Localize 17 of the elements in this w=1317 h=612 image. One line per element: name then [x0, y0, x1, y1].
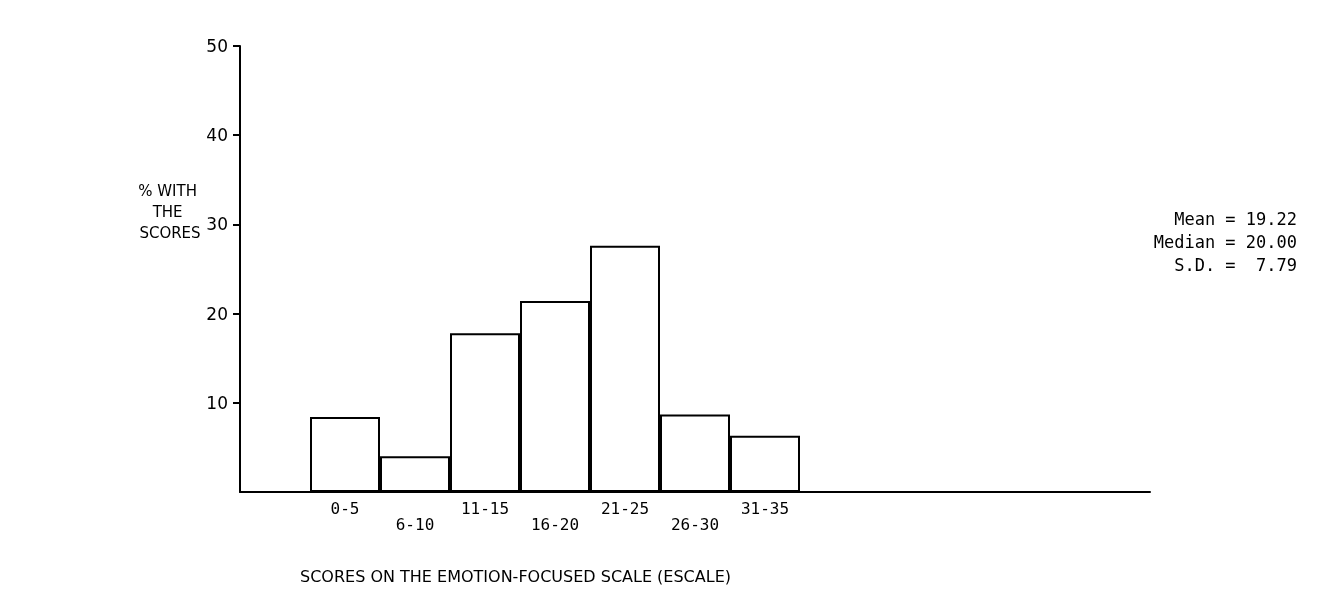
text: S.D. = 7.79 — [1174, 254, 1298, 275]
y-tick-label: 10 — [206, 392, 228, 413]
x-axis-title: SCORES ON THE EMOTION-FOCUSED SCALE (ESCALE) — [300, 566, 731, 586]
x-tick-label: 0-5 — [330, 498, 360, 518]
y-tick-label: 20 — [206, 303, 228, 324]
y-tick-label: 40 — [206, 125, 228, 146]
text: Mean = 19.22 — [1174, 208, 1298, 229]
x-tick-label: 16-20 — [530, 514, 580, 534]
x-tick-label: 21-25 — [600, 498, 650, 518]
y-axis-title: % WITH THE SCORES — [138, 181, 202, 242]
y-tick-label: 50 — [206, 36, 228, 56]
x-tick-label: 31-35 — [740, 498, 790, 518]
x-tick-label: 6-10 — [395, 514, 435, 534]
y-tick-label: 30 — [206, 214, 228, 235]
x-tick-label: 26-30 — [670, 514, 720, 534]
x-tick-label: 11-15 — [460, 498, 510, 518]
text: Median = 20.00 — [1153, 231, 1298, 252]
